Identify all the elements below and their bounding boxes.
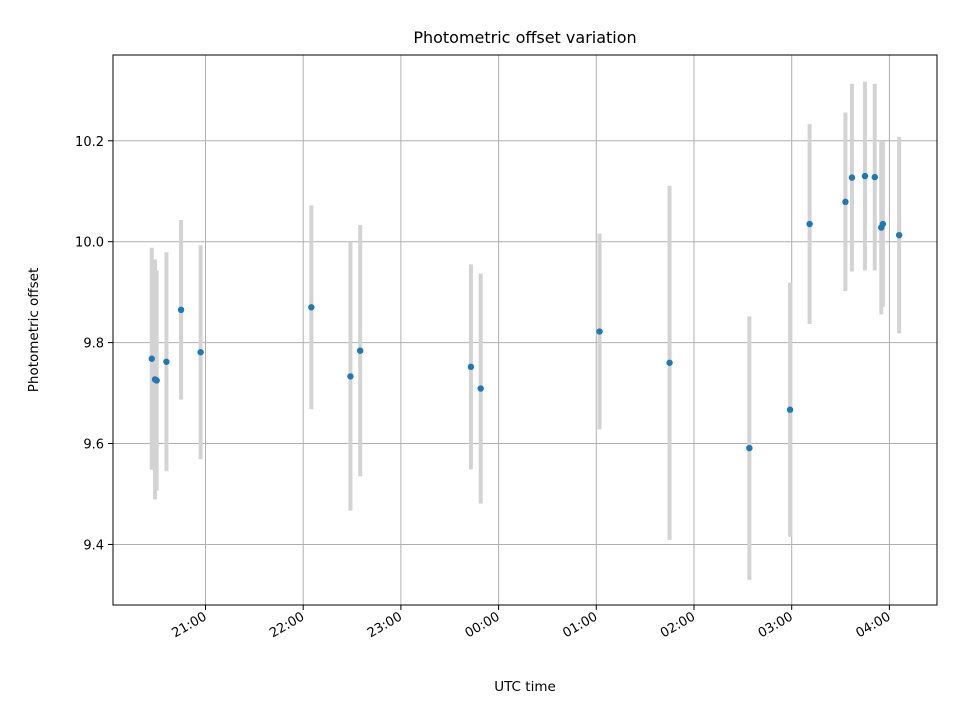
y-axis: 9.4 9.6 9.8 10.0 10.2 bbox=[75, 135, 113, 553]
data-point bbox=[666, 359, 673, 366]
data-point bbox=[746, 444, 753, 452]
data-point bbox=[308, 304, 315, 311]
data-point bbox=[871, 173, 878, 181]
data-point bbox=[148, 355, 155, 362]
data-point bbox=[848, 174, 856, 181]
y-tick-label: 9.4 bbox=[83, 538, 104, 553]
plot-area bbox=[112, 54, 938, 606]
data-point bbox=[861, 172, 869, 180]
y-tick-label: 9.8 bbox=[83, 337, 104, 352]
x-tick-label: 04:00 bbox=[853, 609, 893, 641]
y-tick-label: 9.6 bbox=[83, 438, 104, 453]
chart-title: Photometric offset variation bbox=[413, 28, 636, 47]
data-point bbox=[786, 406, 794, 413]
data-point bbox=[467, 363, 475, 371]
x-tick-label: 00:00 bbox=[463, 609, 503, 641]
x-tick-label: 03:00 bbox=[756, 609, 796, 641]
x-tick-label: 23:00 bbox=[365, 609, 405, 641]
data-point bbox=[842, 198, 849, 206]
y-axis-label: Photometric offset bbox=[26, 268, 42, 392]
y-tick-label: 10.2 bbox=[75, 135, 104, 150]
x-axis: 21:00 22:00 23:00 00:00 01:00 02:00 03:00 04:00 bbox=[170, 605, 893, 641]
error-bars bbox=[149, 81, 902, 580]
x-tick-label: 02:00 bbox=[658, 609, 698, 641]
data-point bbox=[153, 377, 160, 384]
data-point bbox=[596, 328, 603, 335]
y-tick-label: 10.0 bbox=[75, 236, 104, 251]
data-point bbox=[879, 220, 887, 228]
data-point bbox=[197, 349, 204, 356]
data-point bbox=[177, 306, 185, 314]
data-point bbox=[895, 231, 903, 239]
x-tick-label: 22:00 bbox=[267, 609, 307, 641]
grid-lines bbox=[113, 55, 937, 605]
data-point bbox=[347, 373, 354, 380]
data-point bbox=[477, 385, 484, 392]
data-point bbox=[806, 220, 813, 228]
data-points bbox=[148, 172, 903, 452]
x-tick-label: 01:00 bbox=[560, 609, 600, 641]
data-point bbox=[356, 347, 364, 354]
x-tick-label: 21:00 bbox=[170, 609, 210, 641]
data-point bbox=[163, 358, 170, 365]
x-axis-label: UTC time bbox=[494, 679, 556, 695]
